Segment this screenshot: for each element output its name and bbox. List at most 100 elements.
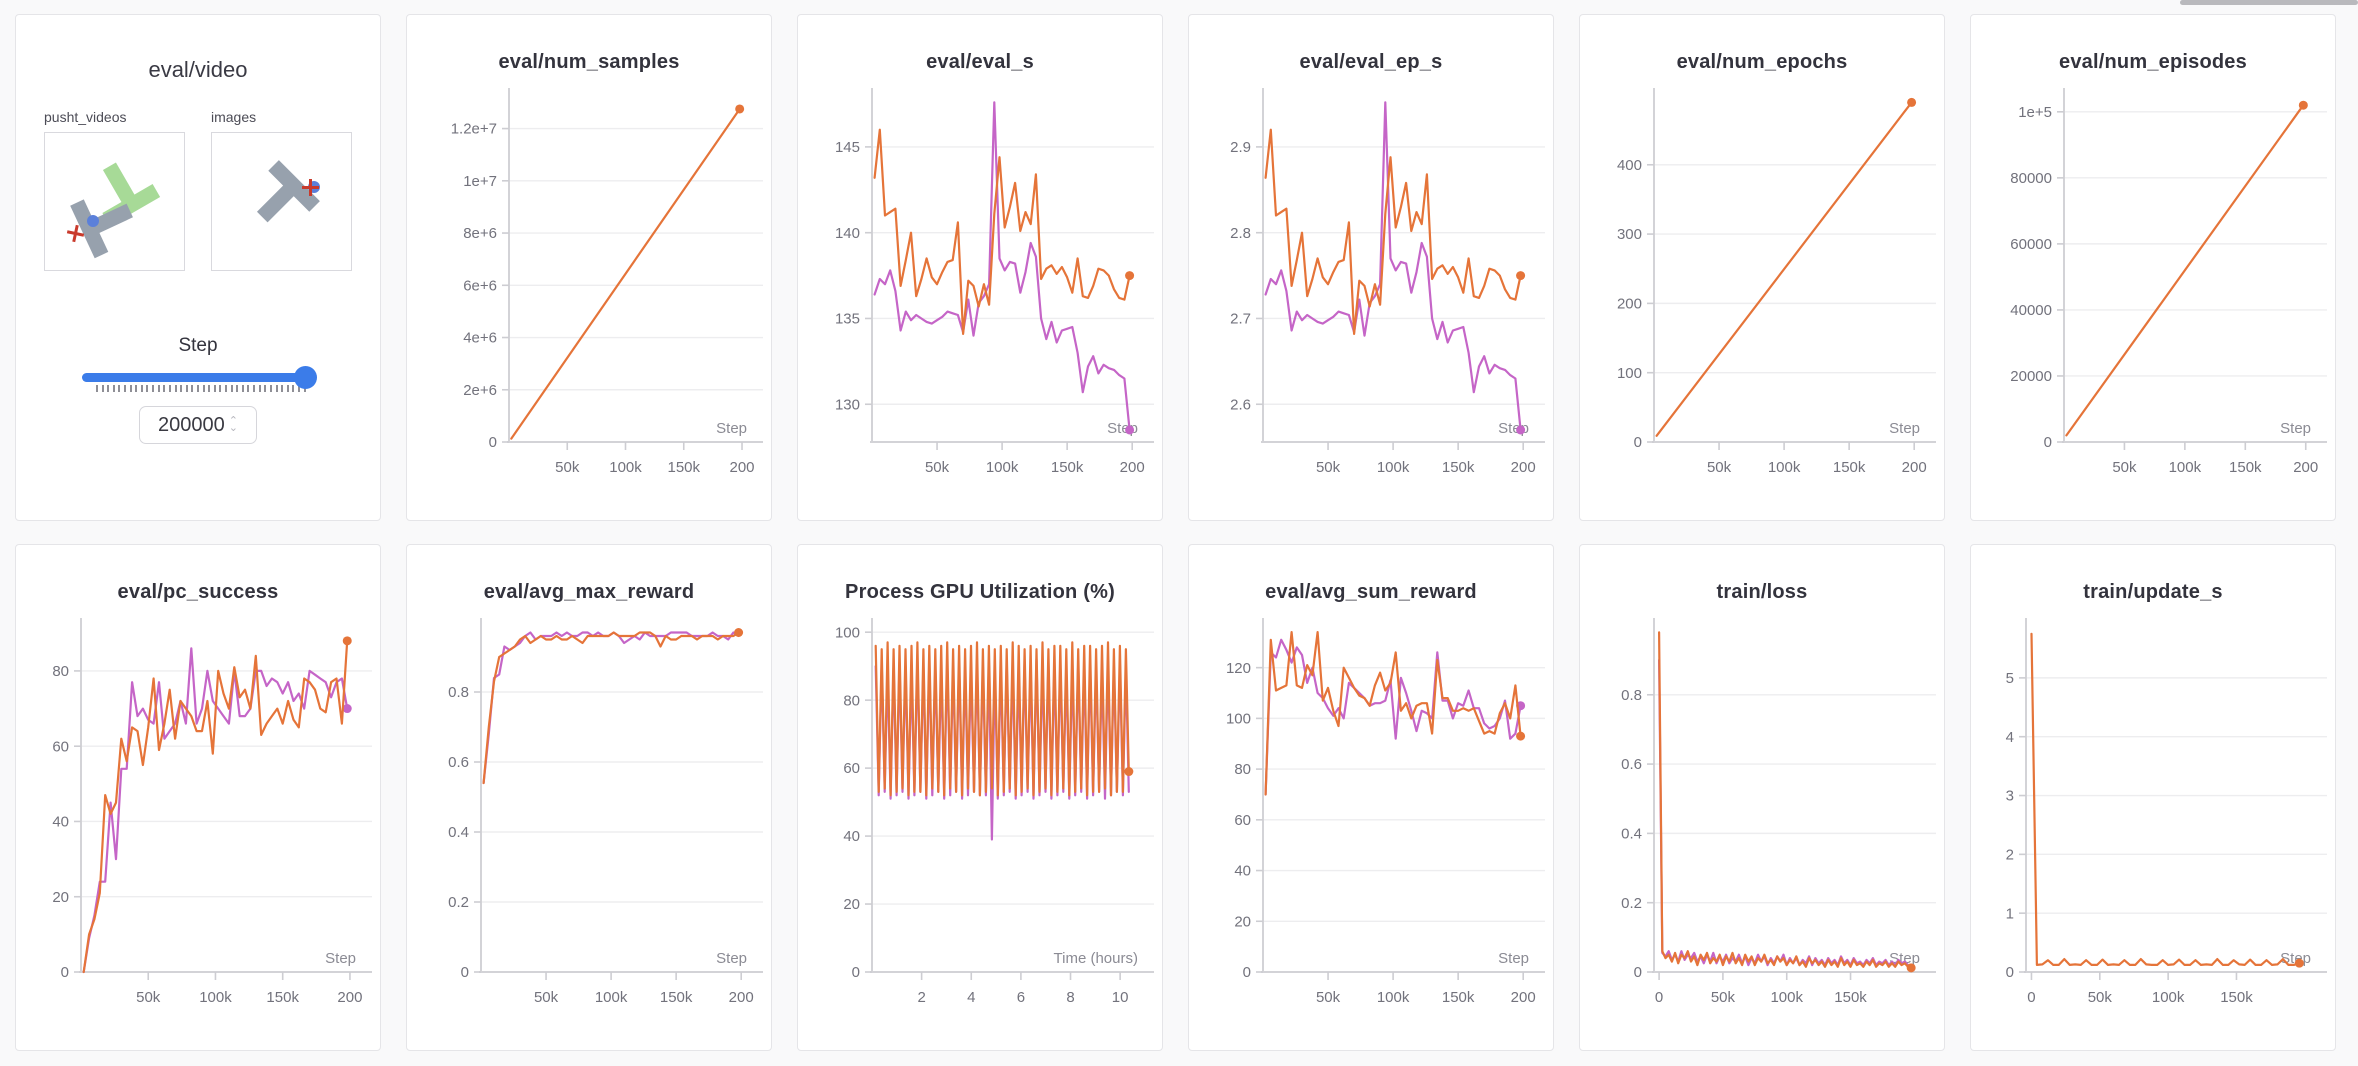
step-number-input[interactable]: 200000 ⌃ ⌄: [139, 406, 257, 444]
pusht-video-thumbnail[interactable]: [44, 132, 185, 271]
series-end-dot-run-orange: [1125, 271, 1135, 281]
chart-title: eval/eval_s: [926, 51, 1034, 73]
series-end-dot-run-magenta: [342, 704, 352, 714]
y-tick-label: 0: [1243, 964, 1251, 981]
chart-title: train/update_s: [2083, 581, 2223, 603]
y-tick-label: 130: [835, 396, 860, 413]
stepper-arrows[interactable]: ⌃ ⌄: [228, 415, 238, 434]
axis-inner-label: Step: [716, 420, 747, 437]
x-tick-label: 200: [1902, 459, 1927, 476]
y-tick-label: 4e+6: [463, 330, 497, 347]
chart-title: eval/num_samples: [498, 51, 680, 73]
y-tick-label: 135: [835, 311, 860, 328]
y-tick-label: 0: [61, 964, 69, 981]
series-end-dot-run-orange: [1124, 767, 1134, 777]
series-line-run-orange: [2065, 104, 2305, 437]
series-line-run-magenta: [1657, 658, 1913, 968]
target-cross: [65, 223, 85, 243]
x-tick-label: 8: [1066, 989, 1074, 1006]
y-tick-label: 20: [52, 889, 69, 906]
x-tick-label: 150k: [1834, 989, 1867, 1006]
slider-ruler: [96, 385, 306, 392]
x-tick-label: 150k: [1833, 459, 1866, 476]
y-tick-label: 6e+6: [463, 277, 497, 294]
x-tick-label: 50k: [925, 459, 950, 476]
step-up-icon: ⌃: [228, 415, 238, 427]
step-slider[interactable]: [82, 366, 317, 392]
y-tick-label: 0.8: [1621, 687, 1642, 704]
media-item-pusht-videos[interactable]: pusht_videos: [44, 109, 185, 271]
y-tick-label: 1e+5: [2018, 104, 2052, 121]
panel-eval-num-samples[interactable]: eval/num_samples 0 2e+6 4e+6 6e+6 8e+6 1e+7 1.2…: [406, 14, 772, 521]
slider-track[interactable]: [82, 373, 314, 382]
panel-eval-num-episodes[interactable]: eval/num_episodes 0 20000 40000 60000 80000 1e…: [1970, 14, 2336, 521]
panel-process-gpu-utilization-[interactable]: Process GPU Utilization (%) 0 20 40 60 80 100 2…: [797, 544, 1163, 1051]
x-tick-label: 50k: [1707, 459, 1732, 476]
y-tick-label: 100: [1226, 710, 1251, 727]
chart-title: eval/avg_sum_reward: [1265, 581, 1477, 603]
axis-inner-label: Step: [2280, 420, 2311, 437]
y-tick-label: 1e+7: [463, 173, 497, 190]
panel-eval-eval-s[interactable]: eval/eval_s 130 135 140 145 50k 100k 150k 200 Ste…: [797, 14, 1163, 521]
series-line-run-orange: [1657, 631, 1913, 969]
media-item-images[interactable]: images: [211, 109, 352, 271]
horizontal-scrollbar-thumb[interactable]: [2180, 0, 2358, 5]
x-tick-label: 0: [2027, 989, 2035, 1006]
series-line-run-orange: [1264, 128, 1522, 335]
chart-canvas[interactable]: 0 20000 40000 60000 80000 1e+5 50k 100k 150k 200 S…: [1971, 80, 2335, 492]
panel-eval-avg-sum-reward[interactable]: eval/avg_sum_reward 0 20 40 60 80 100 120 50k 100…: [1188, 544, 1554, 1051]
series-end-dot-run-magenta: [1125, 425, 1135, 435]
chart-title: eval/pc_success: [117, 581, 279, 603]
y-tick-label: 200: [1617, 295, 1642, 312]
chart-canvas[interactable]: 0 2e+6 4e+6 6e+6 8e+6 1e+7 1.2e+7 50k 100k 150k 20…: [407, 80, 771, 492]
y-tick-label: 20000: [2010, 368, 2052, 385]
chart-canvas[interactable]: 0 20 40 60 80 100 2 4 6 8 10 Time (hours): [798, 610, 1162, 1022]
x-tick-label: 50k: [1316, 989, 1341, 1006]
panel-train-loss[interactable]: train/loss 0 0.2 0.4 0.6 0.8 0 50k 100k 150k Step: [1579, 544, 1945, 1051]
x-tick-label: 6: [1017, 989, 1025, 1006]
x-tick-label: 2: [917, 989, 925, 1006]
y-tick-label: 40: [1234, 863, 1251, 880]
chart-canvas[interactable]: 0 0.2 0.4 0.6 0.8 50k 100k 150k 200 Step: [407, 610, 771, 1022]
y-tick-label: 1: [2006, 905, 2014, 922]
chart-canvas[interactable]: 0 20 40 60 80 100 120 50k 100k 150k 200 Step: [1189, 610, 1553, 1022]
axis-inner-label: Step: [325, 950, 356, 967]
panel-train-update-s[interactable]: train/update_s 0 1 2 3 4 5 0 50k 100k 150k Step: [1970, 544, 2336, 1051]
panel-eval-avg-max-reward[interactable]: eval/avg_max_reward 0 0.2 0.4 0.6 0.8 50k 100k 1…: [406, 544, 772, 1051]
media-row: pusht_videos images: [16, 109, 380, 271]
agent-dot: [87, 215, 99, 227]
y-tick-label: 120: [1226, 660, 1251, 677]
target-cross: [302, 179, 319, 196]
y-tick-label: 2.7: [1230, 311, 1251, 328]
y-tick-label: 80: [1234, 761, 1251, 778]
y-tick-label: 0.2: [1621, 895, 1642, 912]
x-tick-label: 100k: [1770, 989, 1803, 1006]
x-tick-label: 150k: [1442, 989, 1475, 1006]
y-tick-label: 2: [2006, 846, 2014, 863]
y-tick-label: 3: [2006, 788, 2014, 805]
images-thumbnail[interactable]: [211, 132, 352, 271]
chart-canvas[interactable]: 0 100 200 300 400 50k 100k 150k 200 Step: [1580, 80, 1944, 492]
panel-eval-num-epochs[interactable]: eval/num_epochs 0 100 200 300 400 50k 100k 150k 2…: [1579, 14, 1945, 521]
series-end-dot-run-orange: [1516, 731, 1526, 741]
series-end-dot-run-orange: [2298, 100, 2308, 110]
series-end-dot-run-orange: [735, 104, 745, 114]
panel-eval-pc-success[interactable]: eval/pc_success 0 20 40 60 80 50k 100k 150k 200 St…: [15, 544, 381, 1051]
series-end-dot-run-orange: [342, 636, 352, 646]
x-tick-label: 100k: [1768, 459, 1801, 476]
y-tick-label: 40000: [2010, 302, 2052, 319]
x-tick-label: 200: [2293, 459, 2318, 476]
panel-eval-eval-ep-s[interactable]: eval/eval_ep_s 2.6 2.7 2.8 2.9 50k 100k 150k 200…: [1188, 14, 1554, 521]
slider-handle[interactable]: [294, 366, 317, 389]
y-tick-label: 0.6: [1621, 756, 1642, 773]
chart-title: eval/eval_ep_s: [1299, 51, 1443, 73]
x-tick-label: 150k: [2229, 459, 2262, 476]
y-tick-label: 80000: [2010, 170, 2052, 187]
series-line-run-orange: [874, 641, 1130, 797]
y-tick-label: 40: [52, 814, 69, 831]
chart-canvas[interactable]: 0 20 40 60 80 50k 100k 150k 200 Step: [16, 610, 380, 1022]
